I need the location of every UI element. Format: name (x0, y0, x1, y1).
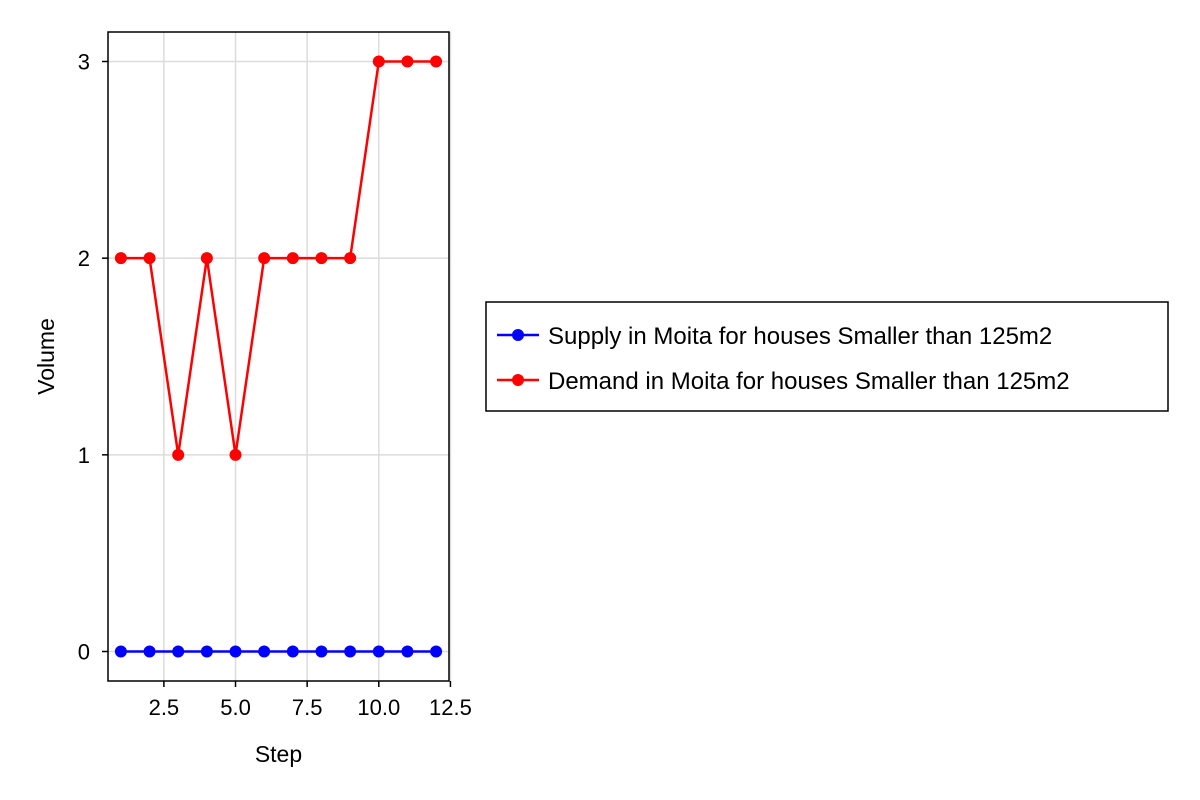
legend-marker-demand (512, 374, 524, 386)
legend-marker-supply (512, 329, 524, 341)
data-point-supply-11 (401, 645, 414, 658)
x-axis-label: Step (255, 741, 302, 767)
x-tick-label-2: 7.5 (292, 695, 323, 720)
y-tick-label-0: 0 (78, 640, 90, 665)
data-point-supply-6 (258, 645, 271, 658)
data-point-supply-12 (430, 645, 443, 658)
data-point-demand-9 (344, 252, 357, 265)
data-point-demand-5 (229, 448, 242, 461)
legend: Supply in Moita for houses Smaller than … (485, 301, 1169, 412)
data-point-supply-7 (286, 645, 299, 658)
data-point-supply-8 (315, 645, 328, 658)
series-layer (114, 55, 443, 658)
data-point-supply-3 (172, 645, 185, 658)
plot-frame (107, 31, 450, 682)
y-axis-label: Volume (33, 318, 59, 395)
data-point-demand-10 (372, 55, 385, 68)
x-tick-label-4: 12.5 (429, 695, 472, 720)
x-tick-label-1: 5.0 (220, 695, 251, 720)
legend-label-demand: Demand in Moita for houses Smaller than … (548, 368, 1070, 395)
x-tick-label-3: 10.0 (357, 695, 400, 720)
data-point-demand-8 (315, 252, 328, 265)
data-point-demand-2 (143, 252, 156, 265)
data-point-demand-11 (401, 55, 414, 68)
series-supply (114, 645, 443, 658)
data-point-supply-9 (344, 645, 357, 658)
data-point-supply-2 (143, 645, 156, 658)
y-tick-label-3: 3 (78, 50, 90, 75)
data-point-demand-4 (200, 252, 213, 265)
series-demand (114, 55, 443, 461)
grid (108, 32, 452, 681)
legend-label-supply: Supply in Moita for houses Smaller than … (548, 323, 1052, 350)
legend-item-demand: Demand in Moita for houses Smaller than … (497, 368, 1070, 395)
axis-ticks: 2.5 5.0 7.5 10.0 12.5 0 1 2 3 (78, 50, 472, 721)
data-point-demand-7 (286, 252, 299, 265)
data-point-supply-5 (229, 645, 242, 658)
data-point-demand-1 (114, 252, 127, 265)
legend-item-supply: Supply in Moita for houses Smaller than … (497, 323, 1052, 350)
x-tick-label-0: 2.5 (149, 695, 180, 720)
y-tick-label-2: 2 (78, 246, 90, 271)
data-point-supply-4 (200, 645, 213, 658)
legend-box (485, 301, 1169, 412)
data-point-supply-10 (372, 645, 385, 658)
y-tick-label-1: 1 (78, 443, 90, 468)
data-point-demand-3 (172, 448, 185, 461)
data-point-supply-1 (114, 645, 127, 658)
data-point-demand-12 (430, 55, 443, 68)
data-point-demand-6 (258, 252, 271, 265)
